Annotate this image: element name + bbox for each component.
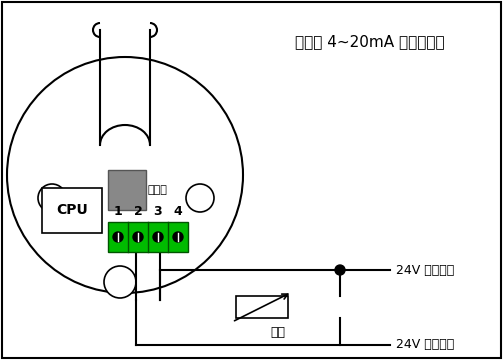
Bar <box>42 188 102 233</box>
Circle shape <box>173 232 183 242</box>
Text: 2: 2 <box>134 205 142 218</box>
Circle shape <box>38 184 66 212</box>
Circle shape <box>113 232 123 242</box>
Text: CPU: CPU <box>56 203 88 217</box>
Text: 三线制 4~20mA 接线示意图: 三线制 4~20mA 接线示意图 <box>295 35 445 49</box>
Circle shape <box>104 266 136 298</box>
Text: 负载: 负载 <box>270 326 285 339</box>
Text: 3: 3 <box>154 205 162 218</box>
Bar <box>108 170 146 210</box>
Circle shape <box>153 232 163 242</box>
Circle shape <box>133 232 143 242</box>
Text: 传感器: 传感器 <box>148 185 168 195</box>
Circle shape <box>7 57 243 293</box>
Bar <box>236 296 288 318</box>
Text: 24V 电源正端: 24V 电源正端 <box>396 338 454 351</box>
Text: 1: 1 <box>114 205 122 218</box>
Bar <box>108 222 188 252</box>
Circle shape <box>335 265 345 275</box>
Circle shape <box>186 184 214 212</box>
Text: 4: 4 <box>174 205 183 218</box>
Text: 24V 电源负端: 24V 电源负端 <box>396 264 454 276</box>
